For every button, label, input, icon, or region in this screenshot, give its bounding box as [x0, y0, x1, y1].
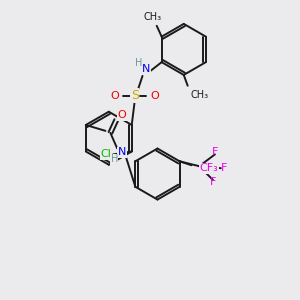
- Text: H: H: [135, 58, 142, 68]
- Text: F: F: [210, 177, 216, 187]
- Text: F: F: [212, 148, 218, 158]
- Text: N: N: [118, 148, 126, 158]
- Text: S: S: [131, 89, 139, 102]
- Text: O: O: [150, 91, 159, 100]
- Text: O: O: [118, 110, 127, 120]
- Text: F: F: [220, 163, 227, 173]
- Text: H: H: [111, 154, 118, 164]
- Text: CH₃: CH₃: [190, 89, 208, 100]
- Text: N: N: [142, 64, 151, 74]
- Text: CH₃: CH₃: [144, 12, 162, 22]
- Text: Cl: Cl: [101, 149, 112, 159]
- Text: CF₃: CF₃: [200, 163, 218, 173]
- Text: O: O: [111, 91, 119, 100]
